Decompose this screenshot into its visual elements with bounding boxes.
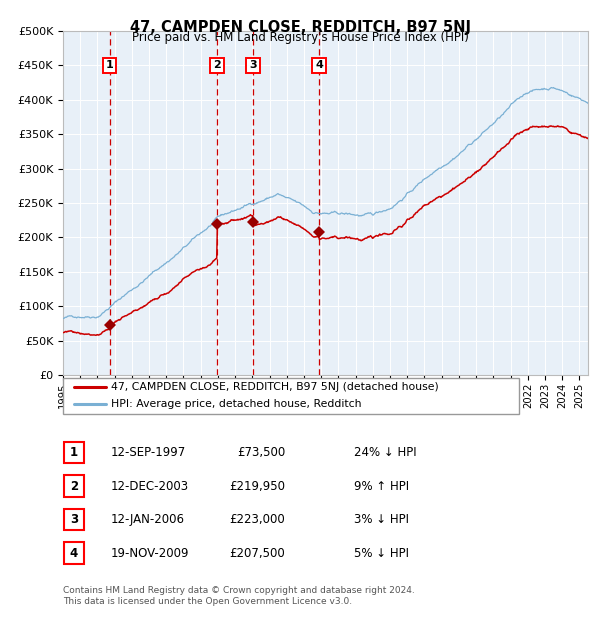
Text: £207,500: £207,500 (229, 547, 285, 559)
FancyBboxPatch shape (64, 476, 84, 497)
Text: 24% ↓ HPI: 24% ↓ HPI (354, 446, 416, 459)
Text: 12-JAN-2006: 12-JAN-2006 (111, 513, 185, 526)
FancyBboxPatch shape (64, 509, 84, 530)
Text: £219,950: £219,950 (229, 480, 285, 492)
Text: 9% ↑ HPI: 9% ↑ HPI (354, 480, 409, 492)
FancyBboxPatch shape (64, 442, 84, 463)
Text: 1: 1 (70, 446, 78, 459)
Text: This data is licensed under the Open Government Licence v3.0.: This data is licensed under the Open Gov… (63, 597, 352, 606)
Text: 2: 2 (213, 60, 221, 71)
Text: 3: 3 (70, 513, 78, 526)
FancyBboxPatch shape (63, 378, 519, 414)
Text: 5% ↓ HPI: 5% ↓ HPI (354, 547, 409, 559)
Text: Contains HM Land Registry data © Crown copyright and database right 2024.: Contains HM Land Registry data © Crown c… (63, 586, 415, 595)
Text: 4: 4 (70, 547, 78, 559)
FancyBboxPatch shape (64, 542, 84, 564)
Text: 4: 4 (315, 60, 323, 71)
Text: 3: 3 (249, 60, 257, 71)
Text: 47, CAMPDEN CLOSE, REDDITCH, B97 5NJ (detached house): 47, CAMPDEN CLOSE, REDDITCH, B97 5NJ (de… (111, 383, 439, 392)
Text: 12-DEC-2003: 12-DEC-2003 (111, 480, 189, 492)
Text: Price paid vs. HM Land Registry's House Price Index (HPI): Price paid vs. HM Land Registry's House … (131, 31, 469, 44)
Text: 19-NOV-2009: 19-NOV-2009 (111, 547, 190, 559)
Text: HPI: Average price, detached house, Redditch: HPI: Average price, detached house, Redd… (111, 399, 361, 409)
Text: 12-SEP-1997: 12-SEP-1997 (111, 446, 186, 459)
Text: 47, CAMPDEN CLOSE, REDDITCH, B97 5NJ: 47, CAMPDEN CLOSE, REDDITCH, B97 5NJ (130, 20, 470, 35)
Text: 3% ↓ HPI: 3% ↓ HPI (354, 513, 409, 526)
Text: 1: 1 (106, 60, 113, 71)
Text: 2: 2 (70, 480, 78, 492)
Text: £73,500: £73,500 (237, 446, 285, 459)
Text: £223,000: £223,000 (229, 513, 285, 526)
